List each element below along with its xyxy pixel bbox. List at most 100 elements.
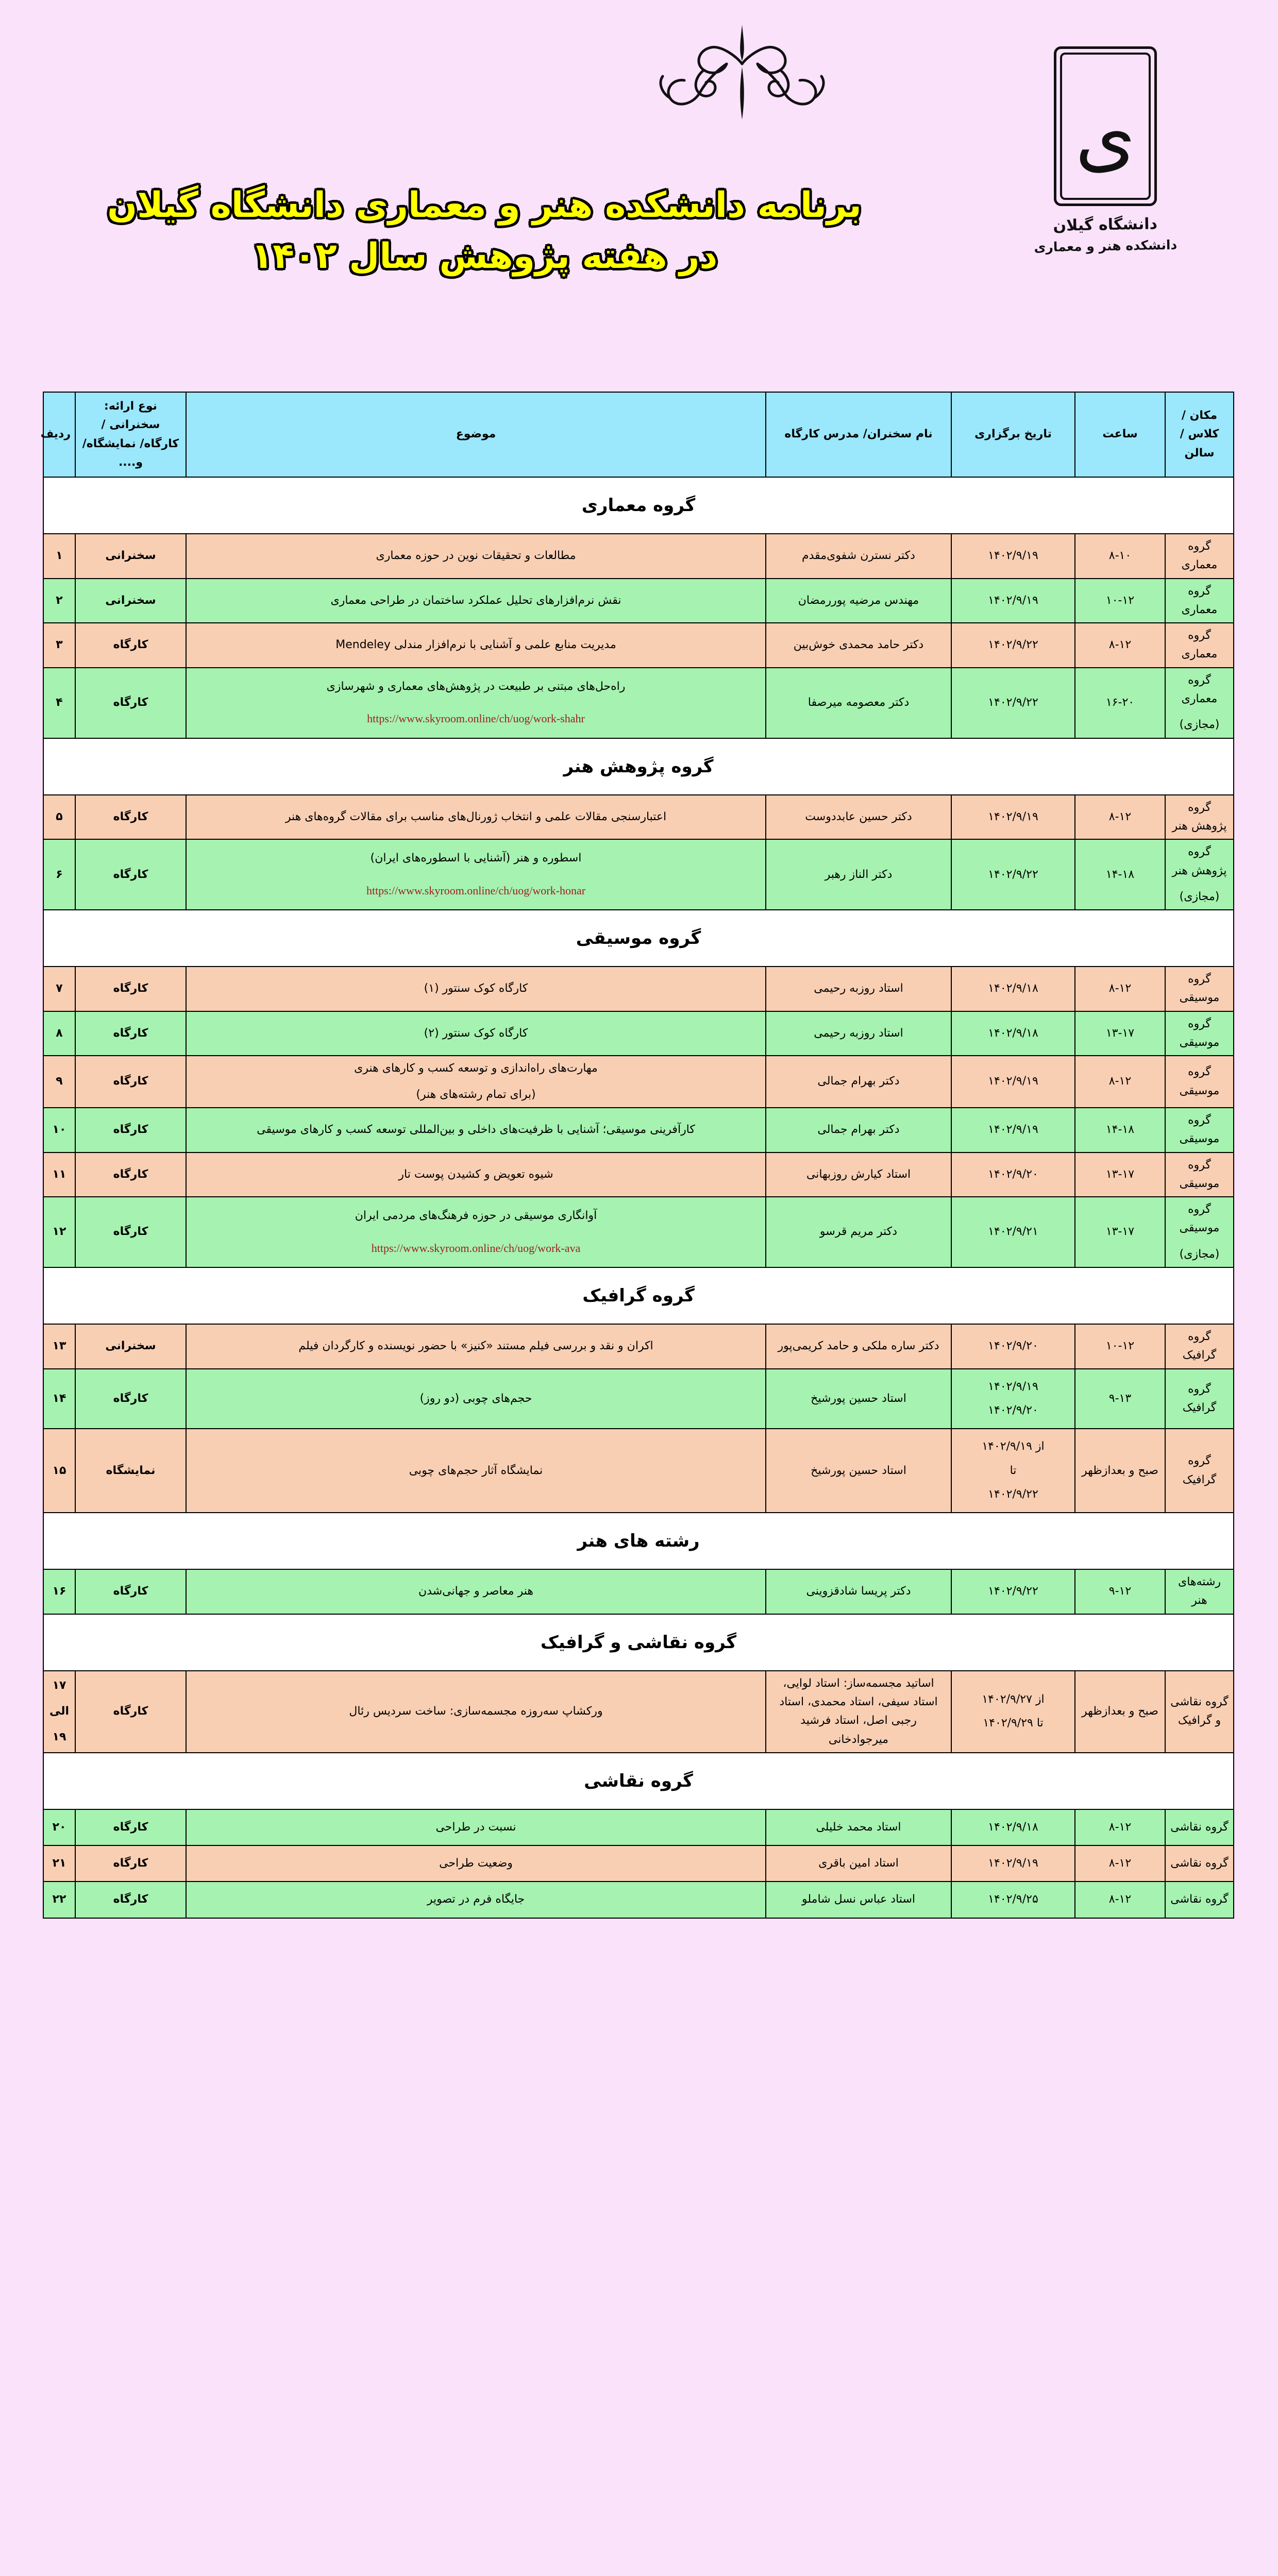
cell-date: ۱۴۰۲/۹/۱۸	[951, 1808, 1075, 1846]
date-primary: ۱۴۰۲/۹/۲۵	[988, 1893, 1038, 1906]
cell-row-number: ۸	[43, 1010, 76, 1057]
cell-date: ۱۴۰۲/۹/۱۹	[951, 1055, 1075, 1108]
cell-speaker: دکتر بهرام جمالی	[765, 1107, 952, 1153]
cell-row-number: ۷	[43, 966, 76, 1012]
row-number: ۷	[56, 982, 63, 995]
cell-subject: نسبت در طراحی	[186, 1808, 766, 1846]
table-row: گروه موسیقی ۱۳-۱۷ ۱۴۰۲/۹/۱۸ استاد روزبه رحی…	[43, 1010, 1234, 1057]
session-link[interactable]: https://www.skyroom.online/ch/uog/work-h…	[366, 884, 586, 897]
subject-text: کارآفرینی موسیقی؛ آشنایی با ظرفیت‌های دا…	[257, 1123, 695, 1137]
cell-place: گروه معماری	[1165, 533, 1234, 579]
place-name: گروه موسیقی	[1179, 1065, 1220, 1097]
place-name: گروه پژوهش هنر	[1172, 845, 1227, 877]
row-number: ۵	[56, 810, 63, 823]
table-row: گروه نقاشی ۸-۱۲ ۱۴۰۲/۹/۱۸ استاد محمد خلیلی ن…	[43, 1808, 1234, 1846]
col-header-time: ساعت	[1074, 392, 1166, 478]
cell-speaker: دکتر حسین عابددوست	[765, 794, 952, 840]
table-row: گروه معماری ۸-۱۲ ۱۴۰۲/۹/۲۲ دکتر حامد محمدی …	[43, 622, 1234, 668]
date-primary: ۱۴۰۲/۹/۱۹	[988, 594, 1038, 607]
schedule-table: مکان / کلاس / سالن ساعت تاریخ برگزاری نا…	[41, 392, 1234, 1919]
cell-place: گروه موسیقی	[1165, 966, 1234, 1012]
cell-row-number: ۱۴	[43, 1368, 76, 1430]
cell-subject: جایگاه فرم در تصویر	[186, 1881, 766, 1919]
table-row: گروه موسیقی ۱۴-۱۸ ۱۴۰۲/۹/۱۹ دکتر بهرام جمال…	[43, 1107, 1234, 1153]
cell-time: ۸-۱۲	[1074, 966, 1166, 1012]
cell-row-number: ۱۷ الی ۱۹	[43, 1670, 76, 1753]
cell-place: گروه موسیقی (مجازی)	[1165, 1196, 1234, 1268]
cell-row-number: ۲	[43, 578, 76, 624]
cell-row-number: ۳	[43, 622, 76, 668]
row-number: ۱۴	[52, 1392, 66, 1405]
cell-time: ۱۰-۱۲	[1074, 1324, 1166, 1369]
cell-presentation-type: سخنرانی	[75, 533, 187, 579]
cell-time: ۱۳-۱۷	[1074, 1010, 1166, 1057]
row-number: ۶	[56, 868, 63, 881]
cell-place: گروه موسیقی	[1165, 1010, 1234, 1057]
section-title-row: رشته های هنر	[43, 1512, 1234, 1570]
cell-subject: اکران و نقد و بررسی فیلم مستند «کنیز» با…	[186, 1324, 766, 1369]
row-number: ۲۰	[52, 1820, 66, 1834]
place-name: گروه معماری	[1181, 584, 1218, 616]
cell-row-number: ۱	[43, 533, 76, 579]
section-title-row: گروه نقاشی	[43, 1752, 1234, 1810]
col-header-subject: موضوع	[186, 392, 766, 478]
session-link[interactable]: https://www.skyroom.online/ch/uog/work-a…	[371, 1241, 581, 1255]
cell-date: ۱۴۰۲/۹/۲۰	[951, 1324, 1075, 1369]
cell-presentation-type: کارگاه	[75, 966, 187, 1012]
cell-speaker: استاد محمد خلیلی	[765, 1808, 952, 1846]
cell-subject: اعتبارسنجی مقالات علمی و انتخاب ژورنال‌ه…	[186, 794, 766, 840]
cell-speaker: دکتر مریم قرسو	[765, 1196, 952, 1268]
cell-place: گروه موسیقی	[1165, 1151, 1234, 1198]
cell-presentation-type: کارگاه	[75, 1010, 187, 1057]
subject-text: کارگاه کوک سنتور (۲)	[424, 1026, 528, 1040]
table-row: گروه پژوهش هنر (مجازی) ۱۴-۱۸ ۱۴۰۲/۹/۲۲ دکتر …	[43, 839, 1234, 911]
date-primary: ۱۴۰۲/۹/۱۹	[988, 1857, 1038, 1870]
row-number: ۱۱	[52, 1167, 66, 1181]
section-title: رشته های هنر	[43, 1512, 1234, 1570]
place-name: گروه نقاشی	[1170, 1857, 1229, 1870]
place-mode: (مجازی)	[1179, 718, 1220, 732]
date-secondary: ۱۴۰۲/۹/۲۰	[988, 1403, 1038, 1417]
cell-date: ۱۴۰۲/۹/۲۲	[951, 622, 1075, 668]
table-header: مکان / کلاس / سالن ساعت تاریخ برگزاری نا…	[41, 392, 1234, 478]
place-name: گروه معماری	[1181, 673, 1218, 706]
subject-text: نقش نرم‌افزارهای تحلیل عملکرد ساختمان در…	[330, 594, 621, 607]
row-number: ۲۱	[52, 1857, 66, 1870]
place-name: رشته‌های هنر	[1178, 1575, 1221, 1607]
subject-text: اسطوره و هنر (آشنایی با اسطوره‌های ایران…	[370, 852, 582, 865]
cell-date: ۱۴۰۲/۹/۱۹	[951, 533, 1075, 579]
cell-speaker: دکتر پریسا شادقزوینی	[765, 1569, 952, 1615]
cell-place: گروه معماری	[1165, 622, 1234, 668]
cell-place: گروه پژوهش هنر	[1165, 794, 1234, 840]
row-number: ۱۲	[52, 1225, 66, 1239]
cell-presentation-type: کارگاه	[75, 1196, 187, 1268]
cell-subject: وضعیت طراحی	[186, 1845, 766, 1883]
table-row: گروه معماری ۸-۱۰ ۱۴۰۲/۹/۱۹ دکتر نسترن شفوی‌…	[43, 533, 1234, 579]
cell-presentation-type: کارگاه	[75, 1845, 187, 1883]
subject-text: نسبت در طراحی	[435, 1820, 516, 1834]
place-name: گروه نقاشی	[1170, 1893, 1229, 1906]
row-number: ۱۶	[52, 1585, 66, 1598]
table-row: گروه موسیقی ۸-۱۲ ۱۴۰۲/۹/۱۹ دکتر بهرام جمالی…	[43, 1055, 1234, 1108]
table-row: گروه گرافیک ۹-۱۳ ۱۴۰۲/۹/۱۹ ۱۴۰۲/۹/۲۰ استاد ح…	[43, 1368, 1234, 1430]
table-row: گروه گرافیک صبح و بعدازظهر از ۱۴۰۲/۹/۱۹ تا ۱…	[43, 1428, 1234, 1514]
subject-text: جایگاه فرم در تصویر	[427, 1893, 525, 1906]
page-title-line2: در هفته پژوهش سال ۱۴۰۲	[250, 234, 719, 278]
date-primary: ۱۴۰۲/۹/۱۹	[988, 810, 1038, 823]
cell-time: ۸-۱۰	[1074, 533, 1166, 579]
table-row: گروه موسیقی ۱۳-۱۷ ۱۴۰۲/۹/۲۰ استاد کیارش روز…	[43, 1151, 1234, 1198]
cell-place: گروه موسیقی	[1165, 1055, 1234, 1108]
row-number: ۴	[56, 696, 63, 709]
session-link[interactable]: https://www.skyroom.online/ch/uog/work-s…	[367, 712, 585, 725]
cell-subject: نقش نرم‌افزارهای تحلیل عملکرد ساختمان در…	[186, 578, 766, 624]
col-header-place: مکان / کلاس / سالن	[1165, 392, 1234, 478]
cell-time: صبح و بعدازظهر	[1074, 1670, 1166, 1753]
subject-text: مهارت‌های راه‌اندازی و توسعه کسب و کارها…	[354, 1062, 598, 1075]
logo-caption-line1: دانشگاه گیلان	[1053, 215, 1158, 235]
cell-date: ۱۴۰۲/۹/۲۲	[951, 1569, 1075, 1615]
row-number: ۲	[56, 594, 63, 607]
cell-date: ۱۴۰۲/۹/۱۹	[951, 1845, 1075, 1883]
cell-speaker: مهندس مرضیه پوررمضان	[765, 578, 952, 624]
subject-text: شیوه تعویض و کشیدن پوست تار	[398, 1167, 553, 1181]
cell-row-number: ۲۰	[43, 1808, 76, 1846]
